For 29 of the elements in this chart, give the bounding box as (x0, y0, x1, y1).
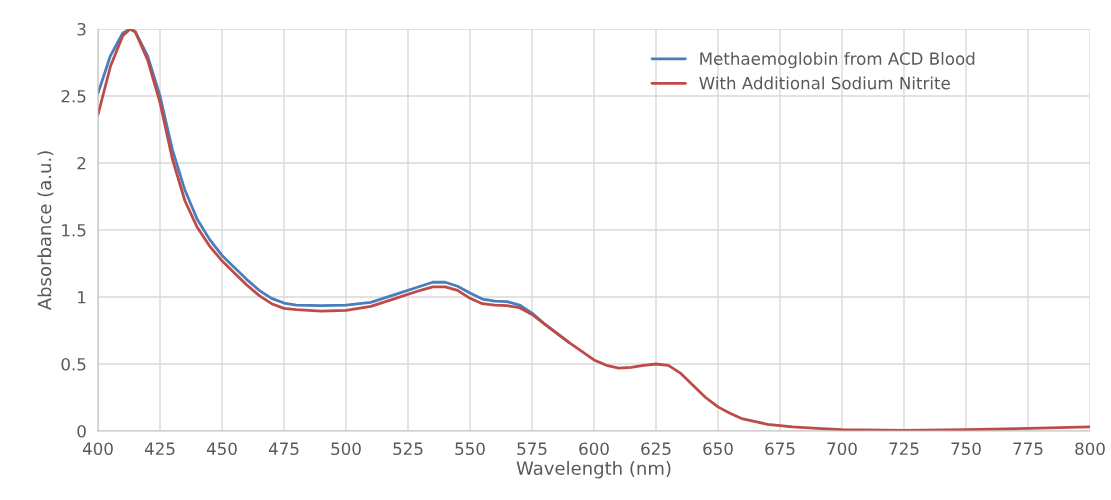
x-tick-label: 500 (331, 442, 361, 456)
y-tick-label: 1.5 (62, 224, 86, 237)
x-tick-label: 400 (82, 442, 113, 456)
y-axis-title: Absorbance (a.u.) (37, 151, 54, 311)
y-tick-label: 3 (77, 22, 86, 36)
x-tick-label: 550 (455, 442, 485, 456)
x-tick-label: 425 (144, 442, 175, 456)
y-tick-label: 1 (78, 291, 86, 304)
y-tick-label: 2 (77, 156, 86, 170)
y-tick-label: 0.5 (61, 357, 86, 371)
x-tick-label: 800 (1075, 442, 1105, 456)
x-tick-label: 600 (579, 442, 609, 456)
x-tick-label: 675 (765, 442, 795, 456)
y-tick-label: 2.5 (61, 89, 86, 103)
legend-label: Methaemoglobin from ACD Blood (700, 52, 975, 69)
x-axis-title: Wavelength (nm) (516, 461, 671, 479)
x-tick-label: 575 (517, 442, 547, 456)
x-tick-label: 475 (268, 442, 299, 456)
legend-label: With Additional Sodium Nitrite (699, 76, 950, 90)
line-series (98, 29, 1090, 431)
x-tick-label: 725 (889, 442, 919, 456)
x-tick-label: 650 (703, 442, 733, 456)
x-tick-label: 750 (951, 442, 981, 456)
y-tick-label: 0 (77, 424, 86, 438)
x-tick-label: 775 (1013, 442, 1043, 456)
x-tick-label: 625 (641, 442, 671, 456)
x-tick-label: 525 (393, 442, 423, 456)
x-tick-label: 700 (827, 442, 857, 456)
x-tick-label: 450 (206, 442, 237, 456)
